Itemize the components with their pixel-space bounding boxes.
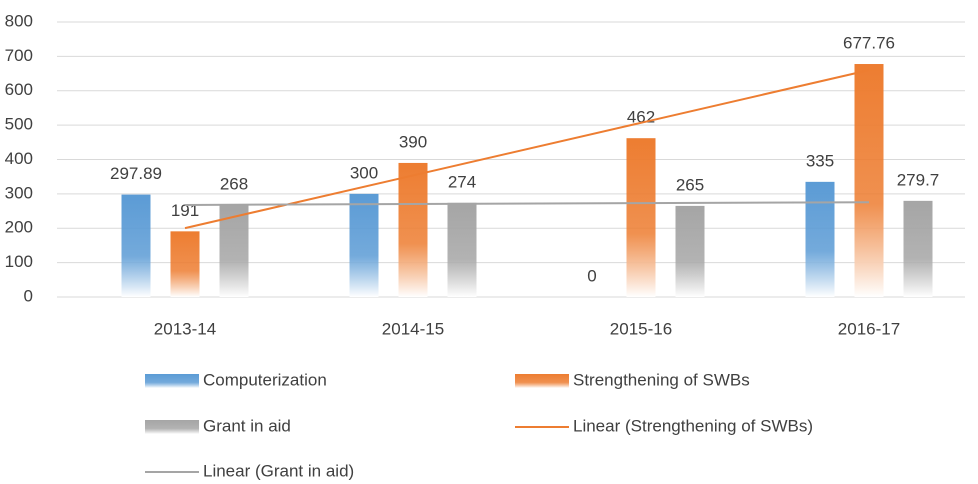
bar bbox=[675, 205, 705, 297]
legend-label: Computerization bbox=[203, 370, 327, 389]
y-tick-label: 600 bbox=[5, 80, 33, 99]
y-tick-label: 200 bbox=[5, 218, 33, 237]
legend-swatch bbox=[145, 374, 199, 388]
bar bbox=[121, 194, 151, 297]
x-tick-label: 2013-14 bbox=[154, 319, 216, 338]
legend-swatch bbox=[145, 420, 199, 434]
bar bbox=[170, 231, 200, 297]
trend-line bbox=[184, 69, 870, 230]
data-label: 191 bbox=[171, 201, 199, 220]
y-tick-label: 400 bbox=[5, 149, 33, 168]
data-label: 335 bbox=[806, 151, 834, 170]
data-label: 297.89 bbox=[110, 164, 162, 183]
x-tick-label: 2016-17 bbox=[838, 319, 900, 338]
data-label: 300 bbox=[350, 163, 378, 182]
y-tick-label: 800 bbox=[5, 11, 33, 30]
y-tick-label: 0 bbox=[24, 286, 33, 305]
y-tick-label: 500 bbox=[5, 115, 33, 134]
y-tick-label: 300 bbox=[5, 183, 33, 202]
legend-label: Linear (Strengthening of SWBs) bbox=[573, 416, 813, 435]
data-label: 268 bbox=[220, 174, 248, 193]
data-label: 279.7 bbox=[897, 170, 940, 189]
data-label: 390 bbox=[399, 132, 427, 151]
bar bbox=[626, 138, 656, 297]
data-label: 265 bbox=[676, 175, 704, 194]
bar bbox=[447, 202, 477, 297]
bar bbox=[805, 181, 835, 297]
x-tick-label: 2014-15 bbox=[382, 319, 444, 338]
bar bbox=[349, 193, 379, 297]
legend-label: Linear (Grant in aid) bbox=[203, 461, 354, 480]
legend-swatch bbox=[515, 374, 569, 388]
x-tick-label: 2015-16 bbox=[610, 319, 672, 338]
legend-label: Strengthening of SWBs bbox=[573, 370, 750, 389]
bar bbox=[398, 162, 428, 297]
data-label: 0 bbox=[587, 266, 596, 285]
data-label: 677.76 bbox=[843, 34, 895, 53]
y-tick-label: 100 bbox=[5, 252, 33, 271]
bar bbox=[903, 200, 933, 297]
trend-line bbox=[184, 201, 870, 206]
bar bbox=[854, 64, 884, 298]
data-label: 462 bbox=[627, 108, 655, 127]
legend-label: Grant in aid bbox=[203, 416, 291, 435]
data-label: 274 bbox=[448, 172, 476, 191]
bar bbox=[219, 204, 249, 297]
y-tick-label: 700 bbox=[5, 46, 33, 65]
